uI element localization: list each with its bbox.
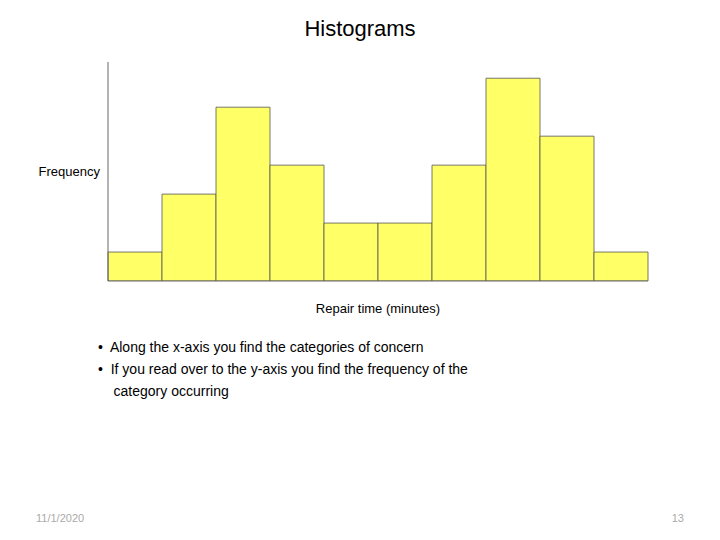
html-text:11/1/2020: 11/1/2020 xyxy=(36,512,85,524)
html-text:• If you read over to the y-ax: • If you read over to the y-axis you fin… xyxy=(98,361,468,377)
html-text:Histograms: Histograms xyxy=(304,16,416,41)
html-text:• Along the x-axis you find th: • Along the x-axis you find the categori… xyxy=(98,339,424,355)
html-text:13: 13 xyxy=(671,512,684,524)
svg-text:Repair time (minutes): Repair time (minutes) xyxy=(316,301,440,316)
html-text:category occurring: category occurring xyxy=(98,383,229,399)
svg-text:Frequency: Frequency xyxy=(39,164,101,179)
